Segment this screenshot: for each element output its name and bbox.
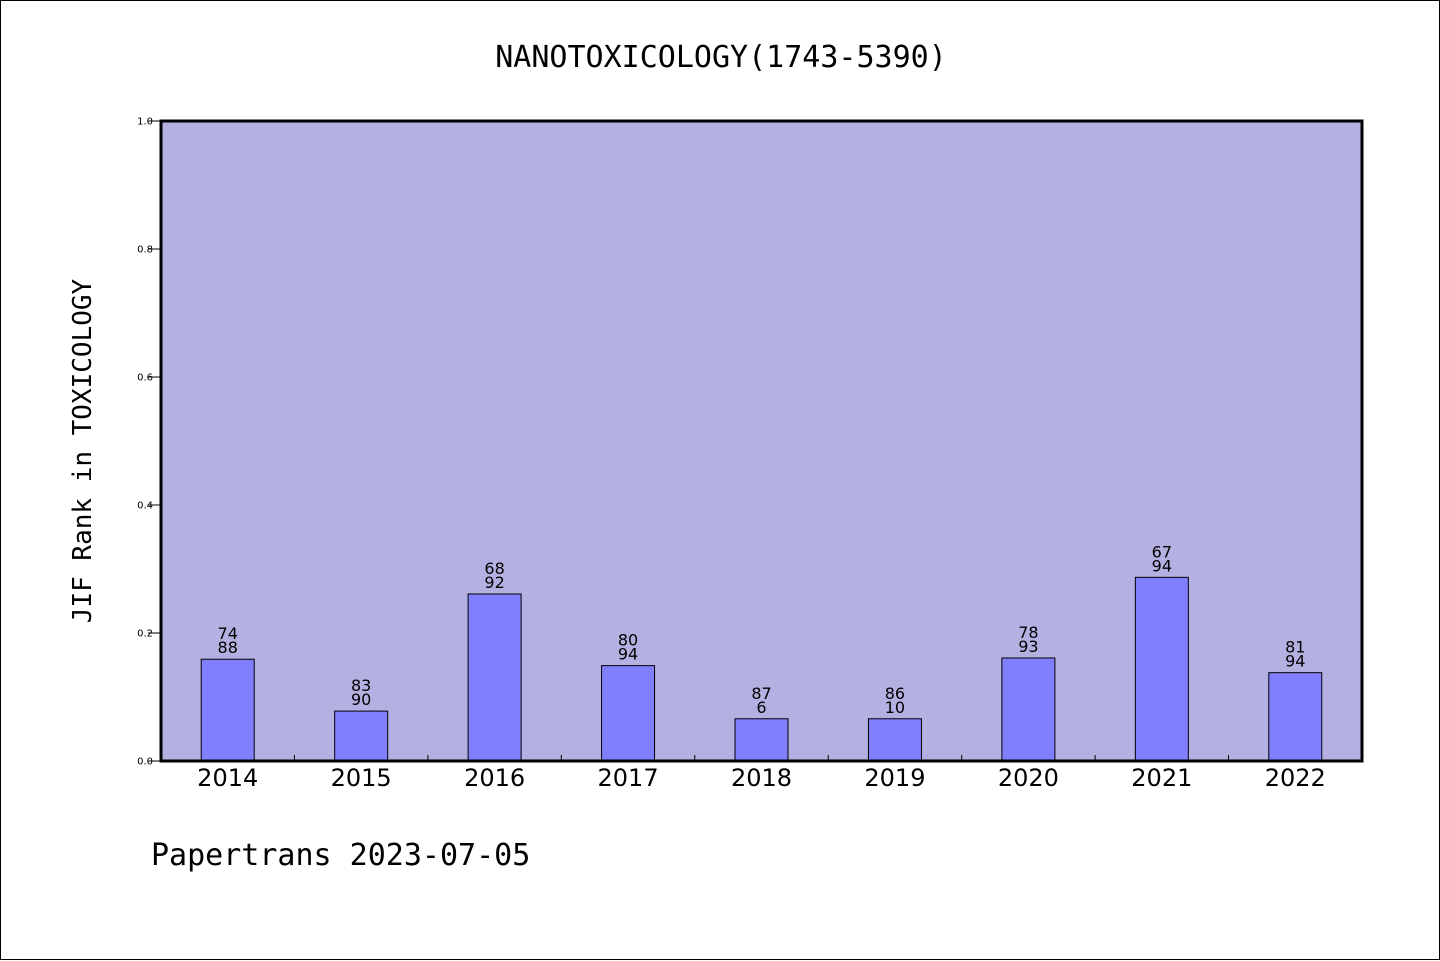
bar-rank-label: 80	[618, 631, 638, 650]
bar-2016	[467, 593, 522, 762]
bar-rank-label: 87	[751, 684, 771, 703]
bar-2021	[1134, 576, 1189, 762]
bar-rank-label: 74	[218, 624, 238, 643]
bars	[200, 576, 1323, 762]
bar-2017	[601, 665, 656, 762]
bar-total-label: 10	[885, 698, 905, 717]
bar-2014	[200, 658, 255, 762]
x-tick-label: 2018	[731, 764, 792, 792]
bar-2022	[1268, 672, 1323, 762]
x-tick-label: 2017	[598, 764, 659, 792]
bar-total-label: 94	[618, 645, 638, 664]
x-tick-label: 2022	[1265, 764, 1326, 792]
y-axis-ticks: 0.0 0.2 0.4 0.6 0.8 1.0	[137, 117, 161, 768]
y-tick-label: 1.0	[137, 117, 153, 128]
bar-rank-label: 81	[1285, 638, 1305, 657]
x-tick-label: 2021	[1131, 764, 1192, 792]
bar-2020	[1001, 657, 1056, 762]
bar-total-label: 92	[484, 573, 504, 592]
bar-2015	[334, 710, 389, 762]
y-tick-label: 0.8	[137, 245, 153, 256]
x-tick-label: 2015	[331, 764, 392, 792]
bar-total-label: 93	[1018, 637, 1038, 656]
bar-rank-label: 78	[1018, 623, 1038, 642]
x-axis-ticks: 2014 2015 2016 2017 2018 2019 2020 2021 2022	[197, 755, 1326, 792]
bar-total-label: 90	[351, 690, 371, 709]
chart-title: NANOTOXICOLOGY(1743-5390)	[495, 40, 947, 75]
x-tick-label: 2019	[864, 764, 925, 792]
bar-total-label: 6	[756, 698, 766, 717]
x-tick-label: 2020	[998, 764, 1059, 792]
y-tick-label: 0.4	[137, 501, 153, 512]
bar-rank-label: 83	[351, 676, 371, 695]
y-tick-label: 0.6	[137, 373, 153, 384]
footer-watermark: Papertrans 2023-07-05	[151, 838, 530, 873]
bar-2018	[734, 718, 789, 762]
x-tick-label: 2016	[464, 764, 525, 792]
y-tick-label: 0.0	[137, 757, 153, 768]
bar-total-label: 88	[218, 638, 238, 657]
bar-total-label: 94	[1285, 652, 1305, 671]
bar-2019	[867, 718, 922, 762]
plot-border	[159, 119, 1364, 763]
bar-rank-label: 68	[484, 559, 504, 578]
bar-rank-label: 86	[885, 684, 905, 703]
bar-total-label: 94	[1152, 556, 1172, 575]
bar-rank-label: 67	[1152, 542, 1172, 561]
x-tick-label: 2014	[197, 764, 258, 792]
y-tick-label: 0.2	[137, 629, 153, 640]
y-axis-label: JIF Rank in TOXICOLOGY	[68, 278, 98, 623]
